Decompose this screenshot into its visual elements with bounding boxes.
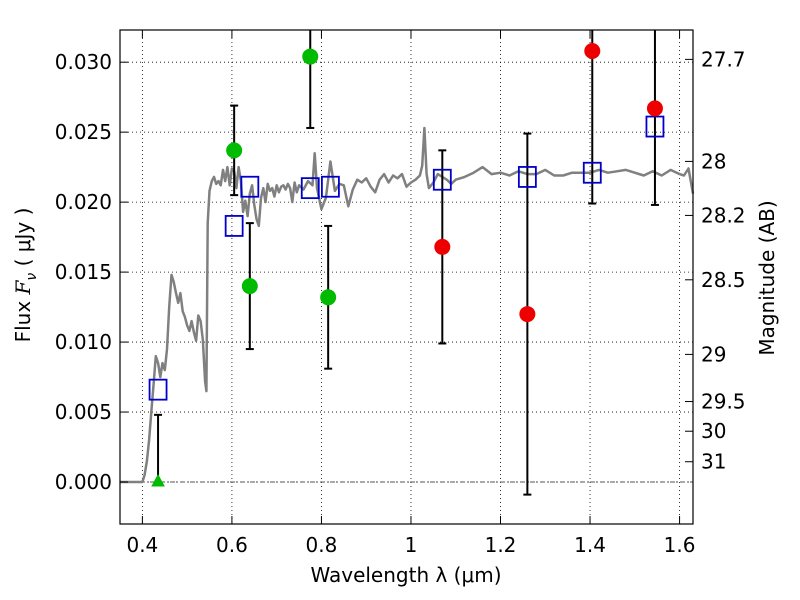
y-tick-label: 0.025 bbox=[55, 120, 112, 144]
magnitude-tick-label: 29.5 bbox=[701, 390, 746, 414]
observed-flux-point bbox=[584, 42, 601, 59]
model-flux-square bbox=[240, 175, 260, 198]
magnitude-tick-label: 30 bbox=[701, 419, 726, 443]
observed-flux-point bbox=[302, 48, 319, 65]
model-flux-square bbox=[224, 215, 244, 237]
y-tick-label: 0.030 bbox=[55, 50, 112, 74]
observed-flux-point bbox=[320, 289, 337, 306]
model-flux-square bbox=[320, 175, 340, 198]
x-tick-label: 0.6 bbox=[216, 533, 248, 557]
magnitude-tick-label: 31 bbox=[701, 450, 726, 474]
magnitude-tick-label: 28.2 bbox=[701, 203, 746, 227]
y-axis-title: Flux Fν ( μJy ) bbox=[11, 208, 40, 343]
y-axis-title-suffix: ( μJy ) bbox=[11, 208, 35, 273]
observed-upper-limit-triangle bbox=[151, 473, 165, 487]
y-axis-title-subscript: ν bbox=[24, 273, 40, 281]
model-flux-points bbox=[148, 115, 665, 401]
observed-flux-point bbox=[646, 100, 663, 117]
observed-flux-point bbox=[226, 142, 243, 159]
y-axis-title-symbol: F bbox=[11, 279, 35, 295]
y-tick-label: 0.015 bbox=[55, 260, 112, 284]
model-flux-square bbox=[645, 115, 665, 138]
observed-flux-points bbox=[151, 42, 663, 487]
x-tick-label: 0.4 bbox=[126, 533, 158, 557]
x-tick-label: 1 bbox=[405, 533, 418, 557]
magnitude-tick-label: 29 bbox=[701, 342, 726, 366]
x-axis-ticks: 0.4 0.6 0.8 1 1.2 1.4 1.6 bbox=[126, 30, 695, 557]
observed-flux-point bbox=[519, 306, 536, 323]
y-tick-label: 0.005 bbox=[55, 400, 112, 424]
model-flux-square bbox=[517, 166, 537, 188]
magnitude-axis-ticks: 27.7 28 28.2 28.5 29 29.5 30 31 bbox=[685, 47, 746, 474]
model-flux-square bbox=[148, 378, 168, 401]
model-flux-square bbox=[432, 168, 452, 191]
error-bars bbox=[154, 30, 659, 496]
plot-frame bbox=[119, 29, 694, 525]
x-tick-label: 1.4 bbox=[574, 533, 606, 557]
magnitude-tick-label: 27.7 bbox=[701, 47, 746, 71]
model-flux-square bbox=[582, 161, 602, 184]
x-tick-label: 1.6 bbox=[664, 533, 696, 557]
y-tick-label: 0.020 bbox=[55, 190, 112, 214]
y-tick-label: 0.000 bbox=[55, 470, 112, 494]
y-axis-title-prefix: Flux bbox=[11, 294, 35, 342]
observed-flux-point bbox=[434, 238, 451, 255]
x-tick-label: 1.2 bbox=[485, 533, 517, 557]
y-tick-label: 0.010 bbox=[55, 330, 112, 354]
y-axis-ticks: 0.000 0.005 0.010 0.015 0.020 0.025 0.030 bbox=[55, 50, 128, 494]
grid bbox=[120, 30, 693, 524]
magnitude-tick-label: 28.5 bbox=[701, 268, 746, 292]
magnitude-tick-label: 28 bbox=[701, 149, 726, 173]
x-axis-title: Wavelength λ (μm) bbox=[310, 563, 501, 587]
model-flux-square bbox=[300, 177, 320, 200]
observed-flux-point bbox=[241, 278, 258, 295]
x-tick-label: 0.8 bbox=[306, 533, 338, 557]
magnitude-axis-title: Magnitude (AB) bbox=[755, 200, 779, 355]
sed-model-line bbox=[120, 126, 695, 484]
